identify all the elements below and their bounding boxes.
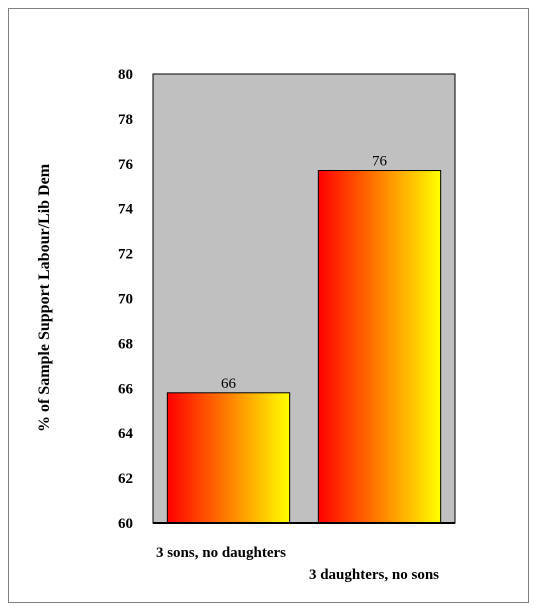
y-tick-label: 78: [118, 112, 133, 128]
bar: [166, 392, 291, 524]
x-category-label: 3 sons, no daughters: [156, 545, 286, 561]
y-tick-label: 66: [118, 381, 134, 397]
bars: 66 76: [166, 154, 442, 524]
y-tick-label: 62: [118, 471, 133, 487]
y-tick-label: 76: [118, 157, 134, 173]
y-tick-label: 74: [118, 202, 134, 218]
y-axis-ticks: 60 62 64 66 68 70 72 74 76 78 80: [118, 67, 134, 532]
y-tick-label: 80: [118, 67, 133, 83]
y-axis-label: % of Sample Support Labour/Lib Dem: [36, 163, 53, 432]
bar-value-label: 66: [221, 376, 237, 392]
y-tick-label: 68: [118, 336, 133, 352]
bar-value-label: 76: [372, 154, 388, 170]
y-tick-label: 72: [118, 247, 133, 263]
bar: [317, 170, 442, 524]
y-tick-label: 70: [118, 292, 133, 308]
x-category-label: 3 daughters, no sons: [309, 567, 439, 583]
y-tick-label: 64: [118, 426, 134, 442]
x-axis-categories: 3 sons, no daughters 3 daughters, no sons: [156, 545, 439, 583]
y-tick-label: 60: [118, 516, 133, 532]
